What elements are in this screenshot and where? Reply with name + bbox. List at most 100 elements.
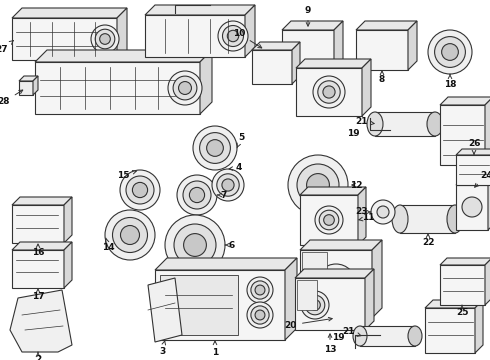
Polygon shape (300, 240, 382, 250)
Circle shape (174, 224, 216, 266)
Polygon shape (485, 258, 490, 305)
Circle shape (319, 210, 339, 230)
Circle shape (251, 306, 269, 324)
Circle shape (222, 179, 234, 191)
Bar (160, 275, 238, 335)
Circle shape (193, 126, 237, 170)
Polygon shape (372, 240, 382, 318)
Polygon shape (356, 21, 417, 30)
Polygon shape (145, 15, 245, 57)
Text: 28: 28 (0, 90, 23, 107)
Polygon shape (296, 68, 362, 116)
Polygon shape (145, 5, 255, 15)
Text: 20: 20 (285, 318, 332, 329)
Polygon shape (155, 270, 285, 340)
Text: 9: 9 (305, 6, 311, 26)
Polygon shape (19, 81, 33, 95)
Polygon shape (440, 265, 485, 305)
Circle shape (247, 302, 273, 328)
Polygon shape (456, 185, 488, 230)
Polygon shape (456, 155, 490, 185)
Circle shape (435, 37, 465, 67)
Circle shape (177, 175, 217, 215)
Circle shape (310, 300, 320, 310)
Circle shape (132, 183, 147, 198)
Circle shape (207, 140, 223, 156)
Circle shape (377, 206, 389, 218)
Polygon shape (64, 197, 72, 243)
Text: 4: 4 (229, 163, 243, 172)
Circle shape (99, 34, 110, 44)
Polygon shape (148, 278, 182, 342)
Polygon shape (296, 59, 371, 68)
Circle shape (227, 30, 239, 42)
Circle shape (105, 210, 155, 260)
Polygon shape (440, 97, 490, 105)
Text: 10: 10 (233, 29, 262, 48)
Circle shape (165, 215, 225, 275)
Polygon shape (200, 50, 212, 114)
Polygon shape (300, 250, 372, 318)
Circle shape (297, 164, 339, 206)
Circle shape (113, 217, 147, 252)
Polygon shape (365, 269, 374, 330)
Polygon shape (408, 21, 417, 70)
Polygon shape (245, 5, 255, 57)
Ellipse shape (353, 326, 367, 346)
Text: 21: 21 (356, 117, 374, 126)
Circle shape (288, 155, 348, 215)
Circle shape (462, 197, 482, 217)
Polygon shape (456, 178, 490, 185)
Polygon shape (292, 42, 300, 84)
Bar (297, 280, 317, 310)
Text: 3: 3 (159, 341, 166, 356)
Polygon shape (440, 258, 490, 265)
Circle shape (255, 285, 265, 295)
Polygon shape (440, 105, 485, 165)
Polygon shape (295, 269, 374, 278)
Bar (400, 205, 455, 233)
Polygon shape (252, 50, 292, 84)
Circle shape (199, 132, 230, 163)
Circle shape (301, 291, 329, 319)
Circle shape (428, 30, 472, 74)
Circle shape (222, 26, 244, 46)
Circle shape (183, 181, 211, 209)
Circle shape (328, 276, 343, 292)
Text: 16: 16 (32, 244, 44, 257)
Circle shape (218, 21, 248, 51)
Circle shape (441, 44, 458, 60)
Polygon shape (285, 258, 297, 340)
Polygon shape (488, 178, 490, 230)
Circle shape (251, 281, 269, 299)
Polygon shape (35, 50, 212, 62)
Circle shape (120, 170, 160, 210)
Polygon shape (425, 300, 483, 308)
Circle shape (316, 264, 356, 304)
Text: 27: 27 (0, 41, 13, 54)
Polygon shape (10, 290, 72, 352)
Polygon shape (12, 8, 127, 18)
Polygon shape (356, 30, 408, 70)
Text: 15: 15 (118, 171, 136, 180)
Polygon shape (155, 258, 297, 270)
Text: 23: 23 (356, 207, 371, 216)
Circle shape (178, 81, 192, 94)
Text: 13: 13 (324, 334, 336, 354)
Text: 14: 14 (102, 238, 115, 252)
Ellipse shape (392, 205, 408, 233)
Circle shape (126, 176, 154, 204)
Ellipse shape (447, 205, 463, 233)
Polygon shape (295, 278, 365, 330)
Polygon shape (485, 97, 490, 165)
Circle shape (313, 76, 345, 108)
Polygon shape (19, 76, 38, 81)
Polygon shape (12, 205, 64, 243)
Circle shape (318, 81, 340, 103)
Text: 19: 19 (332, 333, 345, 342)
Polygon shape (12, 250, 64, 288)
Circle shape (247, 277, 273, 303)
Ellipse shape (408, 326, 422, 346)
Text: 1: 1 (212, 341, 218, 357)
Polygon shape (300, 195, 358, 245)
